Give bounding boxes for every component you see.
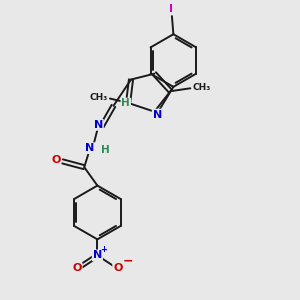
Text: H: H — [101, 145, 110, 155]
Text: O: O — [113, 263, 122, 273]
Text: N: N — [153, 110, 162, 120]
Text: N: N — [93, 250, 102, 260]
Text: −: − — [123, 254, 134, 267]
Text: CH₃: CH₃ — [193, 83, 211, 92]
Text: CH₃: CH₃ — [89, 93, 108, 102]
Text: H: H — [122, 98, 130, 109]
Text: N: N — [85, 143, 95, 153]
Text: O: O — [51, 155, 61, 165]
Text: O: O — [72, 263, 82, 273]
Text: N: N — [94, 120, 103, 130]
Text: +: + — [100, 245, 107, 254]
Text: I: I — [169, 4, 173, 14]
